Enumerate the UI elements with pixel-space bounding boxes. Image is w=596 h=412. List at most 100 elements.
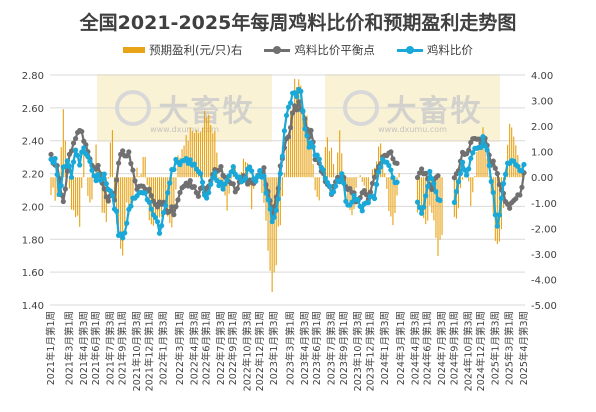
- profit-bar: [199, 132, 202, 178]
- legend-swatch-profit: [123, 47, 146, 53]
- ratio-point: [220, 186, 226, 192]
- ratio-point: [163, 202, 169, 209]
- y-right-tick-label: 2.00: [531, 122, 553, 133]
- profit-bar: [300, 85, 302, 178]
- watermark-text: 大畜牧: [158, 94, 255, 129]
- profit-bar: [326, 137, 328, 178]
- profit-bar: [75, 177, 77, 218]
- profit-bar: [435, 177, 437, 238]
- balance-line: [49, 100, 526, 216]
- x-tick-label: 2024年3月第1周: [395, 311, 407, 385]
- ratio-point: [482, 143, 488, 149]
- profit-bar: [423, 177, 425, 219]
- balance-point: [294, 107, 300, 113]
- ratio-point: [154, 219, 161, 225]
- ratio-point: [283, 112, 290, 119]
- y-right-tick-label: -5.00: [531, 301, 557, 312]
- profit-bar: [472, 177, 474, 193]
- profit-bar: [60, 147, 62, 178]
- x-tick-label: 2024年9月第1周: [448, 311, 460, 385]
- profit-bar: [441, 177, 443, 235]
- x-tick-label: 2025年4月第3周: [518, 311, 530, 385]
- profit-bar: [468, 177, 470, 182]
- ratio-point: [120, 235, 126, 241]
- balance-point: [79, 128, 85, 135]
- ratio-point: [214, 177, 220, 184]
- ratio-point: [470, 150, 476, 156]
- profit-bar: [95, 144, 97, 178]
- profit-bar: [210, 125, 212, 178]
- balance-point: [126, 149, 132, 155]
- balance-point: [429, 186, 435, 192]
- balance-point: [367, 189, 374, 195]
- y-right-tick-label: 1.00: [531, 148, 553, 159]
- x-tick-label: 2022年10月第3周: [242, 311, 254, 391]
- profit-bar: [156, 177, 159, 217]
- ratio-point: [271, 214, 277, 220]
- ratio-point: [197, 171, 204, 177]
- ratio-point: [519, 168, 525, 174]
- ratio-point: [222, 181, 228, 187]
- ratio-point: [300, 108, 306, 114]
- profit-bar: [310, 147, 312, 178]
- ratio-point: [224, 177, 230, 183]
- ratio-point: [79, 149, 85, 155]
- balance-point: [175, 197, 181, 203]
- profit-bar: [392, 177, 394, 226]
- profit-bar: [511, 127, 513, 178]
- ratio-point: [376, 169, 382, 175]
- ratio-point: [464, 172, 470, 178]
- y-left-tick-label: 2.20: [22, 170, 44, 181]
- balance-point: [435, 173, 441, 179]
- profit-bar: [173, 177, 175, 218]
- profit-bar: [208, 114, 210, 178]
- profit-bar: [470, 177, 472, 207]
- balance-point: [490, 158, 496, 164]
- profit-bar: [177, 155, 179, 178]
- profit-bar: [341, 153, 343, 178]
- ratio-point: [386, 162, 392, 169]
- profit-bar: [77, 177, 79, 216]
- profit-bar: [70, 177, 73, 210]
- watermark-url: www.dxumu.com: [150, 125, 219, 134]
- ratio-point: [455, 179, 462, 185]
- legend-item-profit: 预期盈利(元/只)右: [123, 42, 242, 58]
- balance-point: [476, 136, 482, 142]
- ratio-point: [515, 163, 521, 169]
- balance-point: [371, 174, 378, 180]
- balance-point: [103, 194, 109, 200]
- ratio-point: [279, 153, 285, 159]
- profit-bar: [122, 177, 124, 256]
- profit-bar: [218, 177, 220, 181]
- balance-point: [296, 99, 302, 105]
- profit-bar: [118, 177, 120, 235]
- ratio-point: [124, 220, 130, 226]
- profit-bar: [138, 176, 140, 178]
- profit-bar: [367, 177, 369, 193]
- ratio-point: [496, 212, 503, 218]
- balance-point: [48, 151, 54, 158]
- profit-bar: [486, 158, 488, 178]
- profit-bar: [179, 157, 181, 178]
- y-left-tick-label: 2.40: [22, 137, 44, 148]
- profit-bar: [140, 174, 142, 178]
- ratio-point: [183, 155, 189, 162]
- ratio-point: [462, 167, 468, 173]
- balance-point: [517, 192, 523, 198]
- profit-bar: [146, 177, 148, 185]
- ratio-point: [451, 199, 457, 205]
- ratio-point: [210, 175, 216, 181]
- x-tick-label: 2021年3月第1周: [64, 311, 76, 385]
- y-right-tick-label: -3.00: [531, 250, 557, 261]
- x-tick-label: 2021年12月第1周: [143, 311, 155, 391]
- ratio-point: [206, 190, 212, 196]
- profit-bar: [371, 169, 374, 178]
- ratio-point: [113, 208, 120, 214]
- balance-point: [154, 204, 161, 210]
- ratio-point: [87, 158, 93, 164]
- ratio-point: [359, 208, 365, 214]
- profit-bar: [429, 177, 431, 206]
- ratio-point: [390, 175, 396, 181]
- ratio-point: [75, 152, 81, 159]
